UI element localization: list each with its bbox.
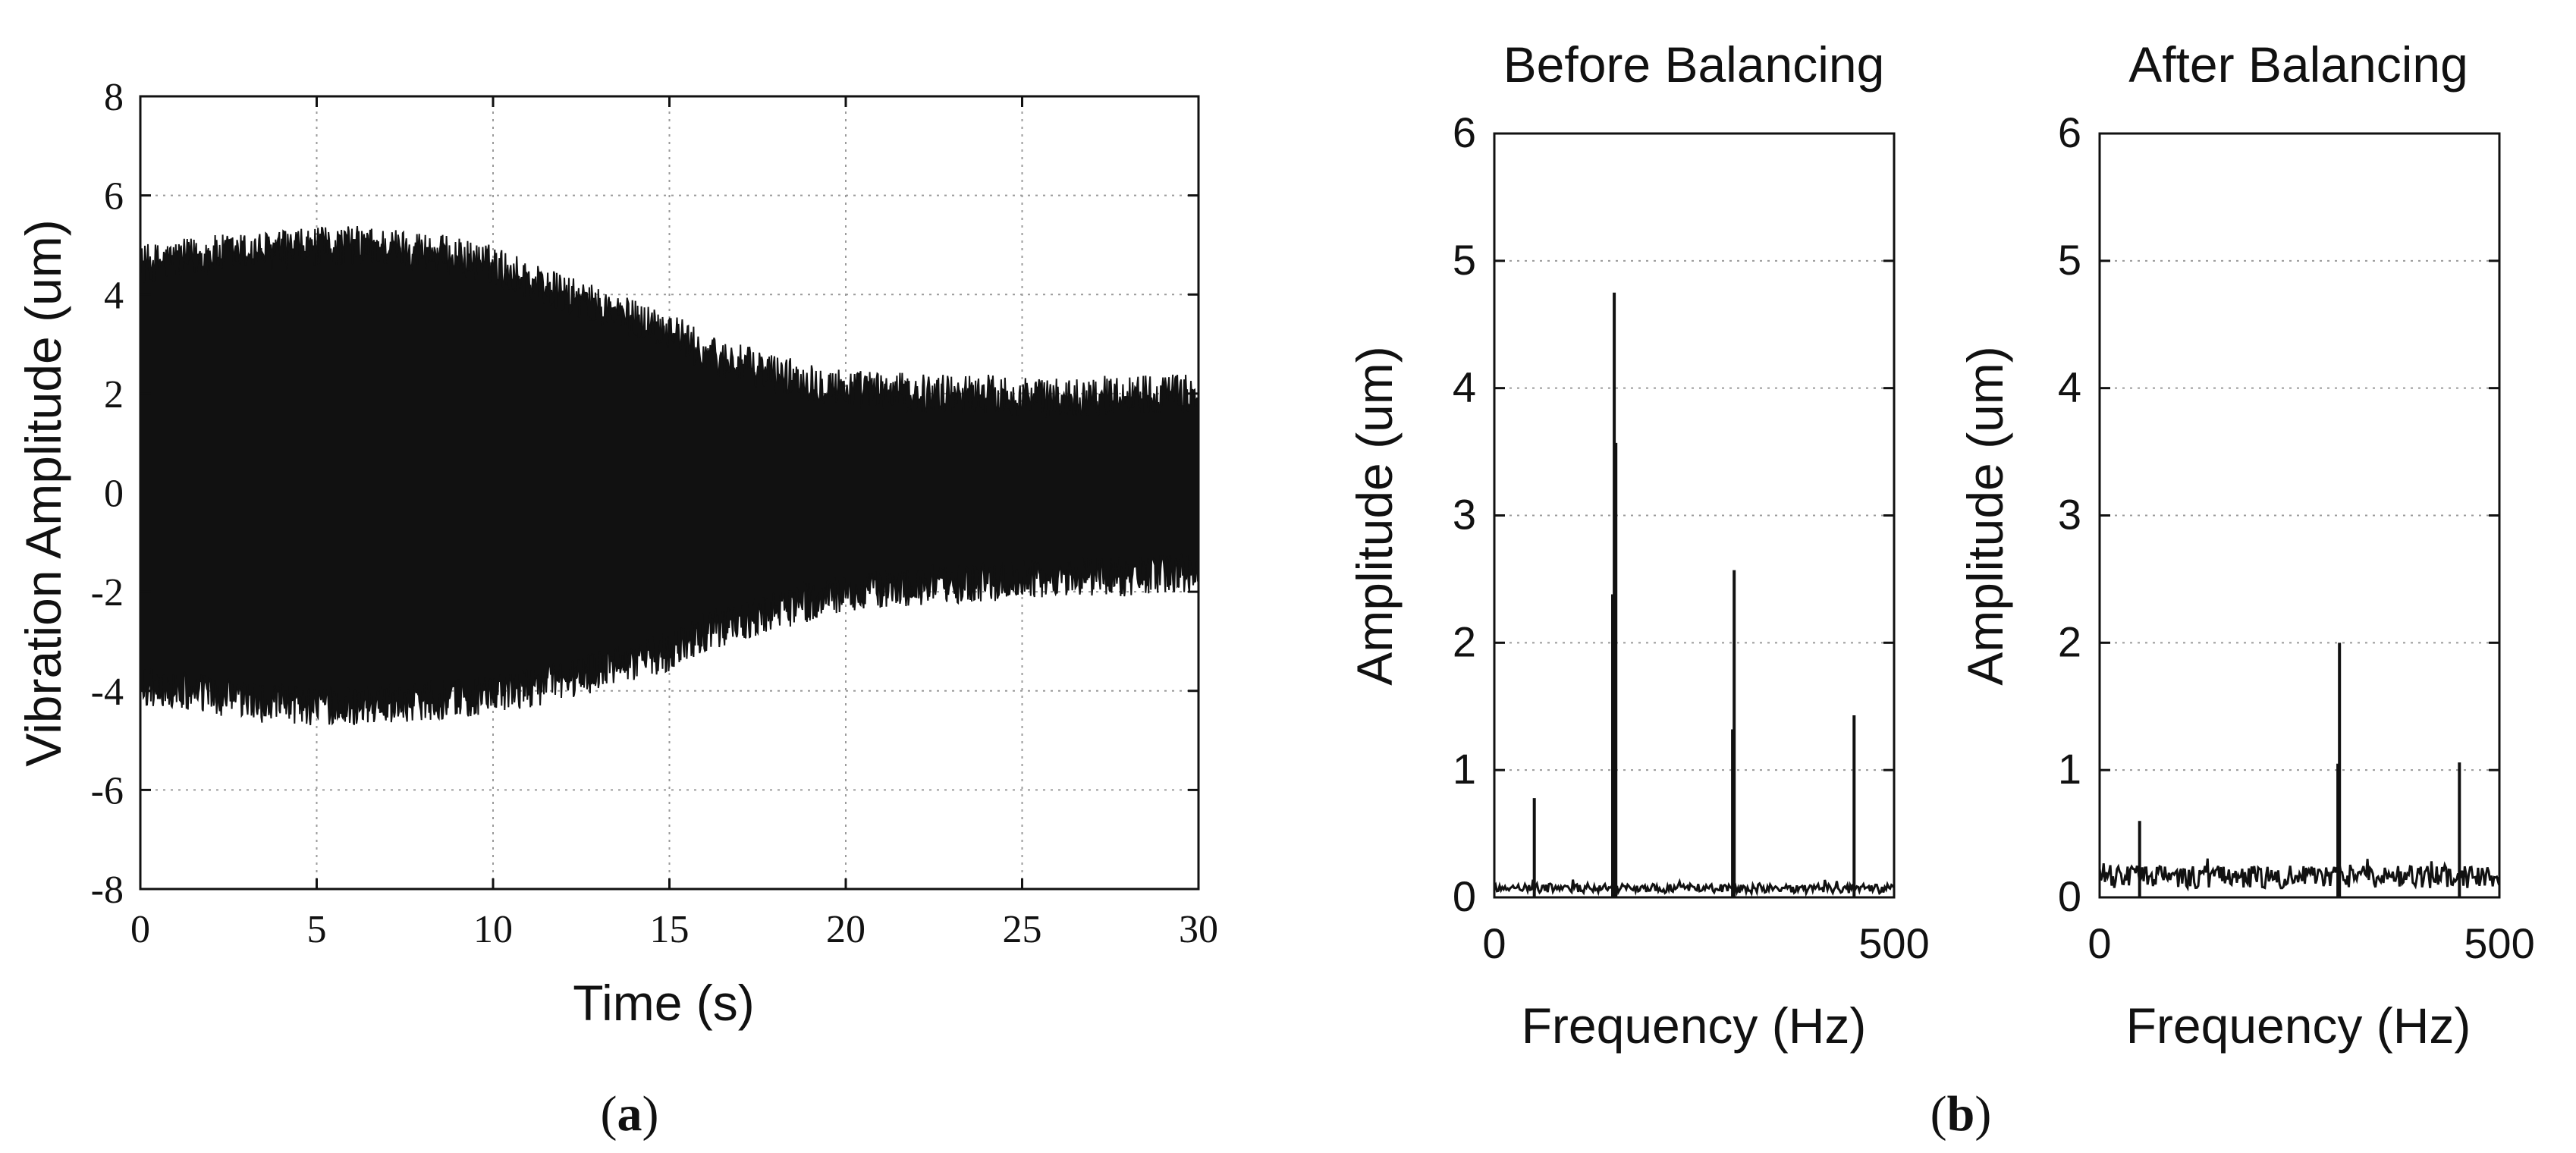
before-balancing-noise-floor [1493, 878, 1896, 897]
y-tick-label: 5 [1453, 236, 1476, 284]
before-balancing-peaks [1532, 292, 1856, 897]
before-balancing-y-axis-label: Amplitude (um) [1346, 346, 1403, 685]
y-tick-label: 3 [1453, 491, 1476, 539]
y-tick-label: 5 [2058, 236, 2081, 284]
x-tick-label: 5 [307, 908, 327, 951]
y-tick-label: 6 [104, 175, 124, 218]
y-tick-label: 0 [104, 473, 124, 516]
after-balancing-grid [2100, 259, 2499, 771]
x-tick-label: 10 [473, 908, 513, 951]
y-tick-label: -4 [91, 671, 124, 714]
y-tick-label: 1 [1453, 745, 1476, 793]
y-tick-label: -6 [91, 769, 124, 812]
after-balancing-peaks [2138, 642, 2461, 897]
after-balancing-tick-marks [2098, 132, 2501, 899]
panel-b-after-balancing: After Balancing 0 500 0 1 2 3 4 5 6 Frequency (… [1930, 36, 2535, 1142]
vibration-envelope [140, 225, 1199, 726]
after-balancing-x-tick-labels: 0 500 [2088, 919, 2534, 967]
after-balancing-noise-floor [2098, 858, 2501, 892]
before-balancing-y-tick-labels: 0 1 2 3 4 5 6 [1453, 108, 1476, 920]
x-tick-label: 0 [2088, 919, 2111, 967]
panel-b-caption: (b) [1930, 1086, 1992, 1142]
y-tick-label: 2 [104, 373, 124, 416]
y-tick-label: 8 [104, 76, 124, 119]
before-balancing-axes-frame [1493, 132, 1896, 899]
y-tick-label: 4 [1453, 363, 1476, 411]
x-tick-label: 500 [1858, 919, 1929, 967]
y-tick-label: 4 [104, 274, 124, 317]
before-balancing-x-axis-label: Frequency (Hz) [1522, 997, 1867, 1054]
after-balancing-y-tick-labels: 0 1 2 3 4 5 6 [2058, 108, 2081, 920]
x-tick-label: 25 [1003, 908, 1042, 951]
panel-a-vibration-trace [140, 225, 1199, 726]
panel-a-x-tick-labels: 0 5 10 15 20 25 30 [130, 908, 1218, 951]
x-tick-label: 15 [650, 908, 690, 951]
panel-b-before-balancing: Before Balancing 0 500 0 1 2 3 4 5 6 Frequency … [1346, 36, 1930, 1054]
after-balancing-x-axis-label: Frequency (Hz) [2126, 997, 2471, 1054]
noise-floor-line [1493, 878, 1896, 897]
before-balancing-x-tick-labels: 0 500 [1482, 919, 1929, 967]
y-tick-label: 3 [2058, 491, 2081, 539]
y-tick-label: 4 [2058, 363, 2081, 411]
x-tick-label: 0 [1482, 919, 1506, 967]
x-tick-label: 30 [1179, 908, 1218, 951]
before-balancing-title: Before Balancing [1503, 36, 1885, 93]
y-tick-label: 0 [1453, 872, 1476, 920]
y-tick-label: 6 [1453, 108, 1476, 156]
panel-a-y-axis-label: Vibration Amplitude (um) [15, 219, 71, 766]
after-balancing-y-axis-label: Amplitude (um) [1957, 346, 2013, 685]
y-tick-label: 2 [1453, 617, 1476, 665]
panel-a-x-axis-label: Time (s) [573, 975, 755, 1031]
after-balancing-title: After Balancing [2128, 36, 2468, 93]
before-balancing-tick-marks [1493, 132, 1896, 899]
y-tick-label: -8 [91, 869, 124, 912]
x-tick-label: 0 [130, 908, 150, 951]
panel-a-tick-marks [139, 95, 1200, 891]
y-tick-label: 0 [2058, 872, 2081, 920]
after-balancing-axes-frame [2098, 132, 2501, 899]
y-tick-label: 2 [2058, 617, 2081, 665]
y-tick-label: -2 [91, 571, 124, 614]
y-tick-label: 6 [2058, 108, 2081, 156]
panel-a-y-tick-labels: -8 -6 -4 -2 0 2 4 6 8 [91, 76, 124, 912]
x-tick-label: 20 [826, 908, 865, 951]
panel-a-caption: (a) [601, 1086, 659, 1142]
x-tick-label: 500 [2464, 919, 2534, 967]
panel-a-time-plot: 0 5 10 15 20 25 30 -8 -6 -4 -2 0 2 4 6 8 Time (s) Vibr… [15, 76, 1218, 1142]
y-tick-label: 1 [2058, 745, 2081, 793]
before-balancing-grid [1494, 259, 1894, 771]
noise-floor-line [2098, 858, 2501, 892]
